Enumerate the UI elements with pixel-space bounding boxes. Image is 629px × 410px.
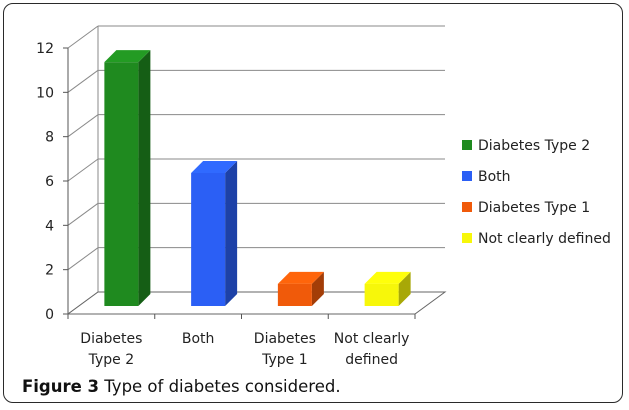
- y-tick-label: 6: [45, 174, 54, 190]
- y-tick-label: 8: [45, 130, 54, 146]
- bar: [104, 62, 139, 306]
- legend-label: Both: [478, 169, 511, 185]
- chart-floor: [66, 291, 447, 315]
- bar-top: [104, 50, 151, 63]
- bar-top: [191, 161, 238, 173]
- x-tick-label: Not clearly: [334, 331, 410, 347]
- y-tick-label: 2: [45, 263, 54, 279]
- bar-side: [138, 50, 151, 306]
- gridline-depth: [67, 69, 99, 93]
- legend-swatch: [462, 233, 472, 243]
- figure-caption: Figure 3 Type of diabetes considered.: [22, 377, 341, 396]
- x-tick-label: Diabetes: [254, 331, 316, 347]
- legend-swatch: [462, 140, 472, 150]
- caption-label: Figure 3: [22, 377, 100, 396]
- gridline-depth: [67, 202, 99, 226]
- bar: [191, 173, 226, 306]
- legend-swatch: [462, 202, 472, 212]
- x-tick-label: Type 1: [261, 352, 308, 368]
- bar-top: [277, 271, 324, 284]
- legend-label: Not clearly defined: [478, 231, 611, 247]
- bar-side: [398, 271, 411, 306]
- gridline-depth: [67, 114, 99, 138]
- y-tick-label: 12: [36, 41, 54, 57]
- y-tick-label: 4: [45, 218, 54, 234]
- legend-swatch: [462, 171, 472, 181]
- gridline-depth: [67, 247, 99, 271]
- legend-label: Diabetes Type 2: [478, 138, 590, 154]
- y-tick-label: 10: [36, 85, 54, 101]
- y-tick-label: 0: [45, 307, 54, 323]
- bar: [364, 283, 399, 306]
- bar: [277, 283, 312, 306]
- legend-label: Diabetes Type 1: [478, 200, 590, 216]
- bar-side: [225, 161, 238, 306]
- gridline-depth: [67, 158, 99, 182]
- x-tick-label: Both: [182, 331, 215, 347]
- caption-text: Type of diabetes considered.: [99, 377, 341, 396]
- bar-top: [364, 271, 411, 284]
- bar-side: [311, 271, 324, 306]
- gridline-depth: [67, 25, 99, 49]
- x-tick-label: defined: [345, 352, 398, 368]
- x-tick-label: Type 2: [88, 352, 135, 368]
- x-tick-label: Diabetes: [80, 331, 142, 347]
